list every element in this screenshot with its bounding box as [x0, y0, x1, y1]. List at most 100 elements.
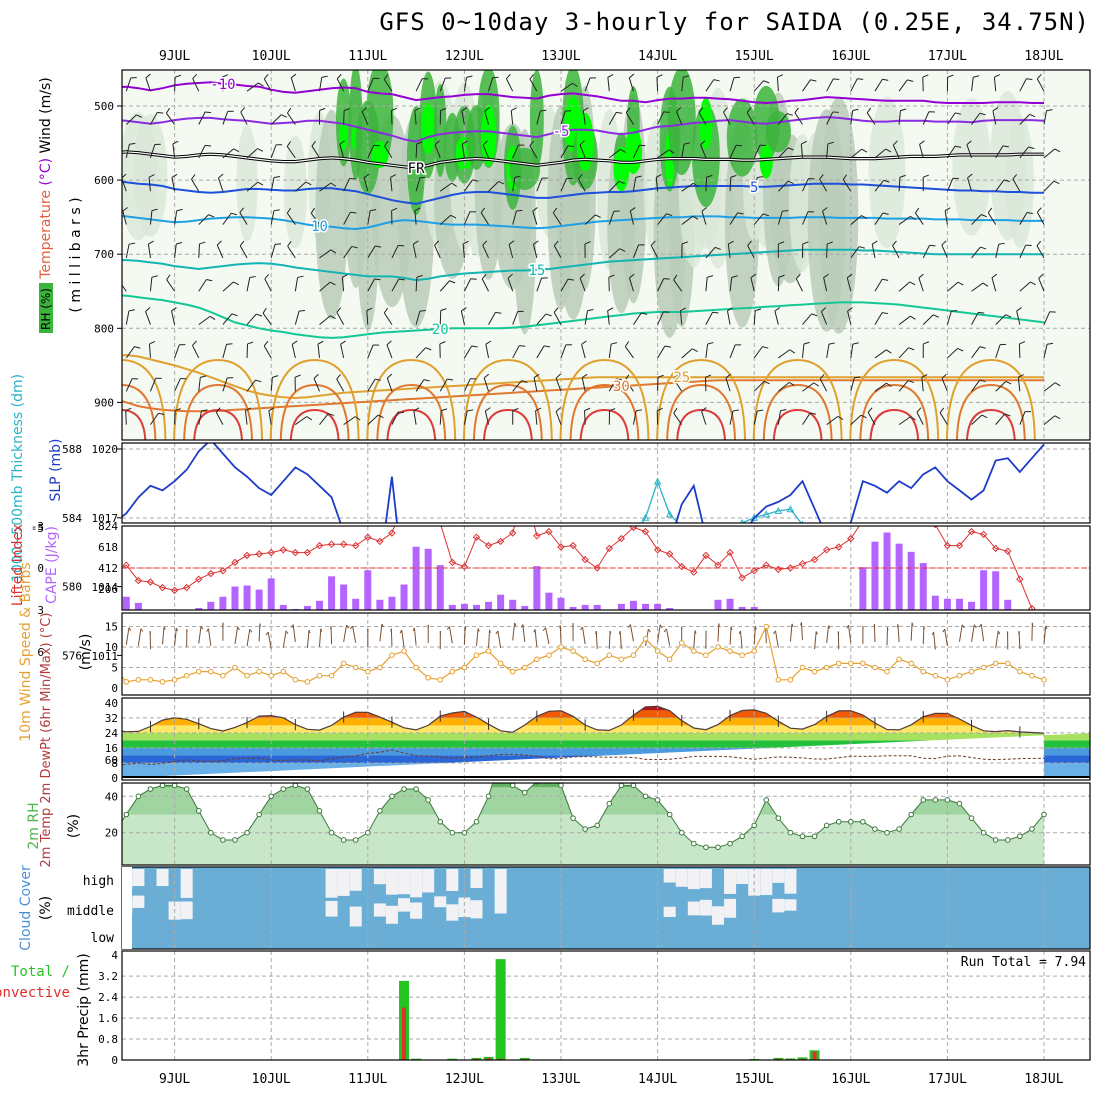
wind-barb: [198, 377, 201, 392]
cape-bar: [364, 570, 372, 610]
cape-bar: [593, 604, 601, 610]
wind-barb: [85, 346, 91, 347]
lifted-marker: [991, 544, 1000, 553]
wind-speed-marker: [582, 656, 588, 663]
lifted-marker: [738, 574, 746, 582]
wind-barb: [367, 210, 371, 225]
cape-bar: [497, 594, 505, 610]
wind-barb: [290, 77, 296, 92]
thickness-marker: [329, 611, 335, 617]
wind-speed-marker: [932, 672, 939, 679]
wind-barb: [174, 74, 181, 78]
surface-wind-barb: [897, 624, 900, 643]
wind-barb: [861, 148, 868, 153]
tick-label: 0: [111, 1054, 118, 1067]
wind-barb: [701, 210, 707, 225]
wind-barb: [907, 79, 914, 82]
temp-color-fill: [122, 706, 1090, 778]
wind-barb: [414, 207, 421, 212]
wind-barb: [941, 240, 947, 246]
wind-barb: [286, 212, 296, 225]
wind-barb: [780, 408, 787, 412]
rh2m-area: [122, 783, 1044, 865]
wind-barb: [1054, 415, 1061, 420]
rh2m-marker: [992, 837, 999, 843]
wind-barb: [319, 107, 326, 111]
cloud-middle: [180, 901, 193, 920]
wind-barb: [1054, 382, 1061, 387]
wind-barb: [439, 77, 446, 92]
wind-barb: [510, 110, 514, 125]
wind-barb: [1028, 146, 1035, 150]
rh2m-marker: [437, 818, 444, 825]
lifted-marker: [835, 543, 843, 551]
wind-barb: [336, 307, 342, 313]
cloud-high: [470, 869, 483, 889]
wind-barb: [701, 411, 707, 425]
wind-barb: [1004, 413, 1011, 417]
rh2m-marker: [630, 783, 637, 789]
lifted-marker: [327, 540, 336, 548]
wind-barb: [802, 79, 811, 92]
cape-bar: [726, 598, 734, 610]
wind-barb: [705, 374, 712, 378]
wind-barb: [145, 77, 151, 92]
date-label-bottom: 14JUL: [638, 1072, 677, 1087]
lifted-marker: [219, 567, 227, 575]
cape-bar: [931, 595, 939, 610]
wind-barb: [712, 311, 719, 314]
slp-frame: [121, 442, 1091, 524]
wind-barb: [125, 346, 135, 359]
wind-barb: [329, 281, 336, 286]
thickness-ylabel: 1000~500mb Thickness (dm): [10, 374, 26, 582]
wind-barb: [692, 348, 698, 353]
wind-barb: [217, 177, 224, 192]
cloud-middle: [446, 904, 459, 921]
cape-bar: [448, 604, 456, 610]
cape-bar: [750, 606, 758, 610]
wind-barb: [1019, 244, 1027, 259]
tick-label: 8: [111, 757, 118, 770]
wind-barb: [842, 174, 848, 180]
wind-barb: [485, 407, 491, 412]
wind-barb: [270, 114, 282, 125]
surface-wind-barb: [381, 623, 384, 628]
surface-wind-barb: [896, 624, 899, 628]
wind-barb: [993, 77, 997, 92]
wind-barb: [317, 343, 320, 358]
wind-barb: [1019, 411, 1026, 425]
wind-barb: [414, 107, 421, 112]
wind-barb: [778, 349, 790, 359]
wind-barb: [729, 212, 739, 225]
wind-speed-marker: [546, 652, 552, 659]
lifted-marker: [750, 567, 758, 575]
wind-barb: [148, 343, 151, 358]
surface-wind-barb: [446, 626, 450, 630]
wind-barb: [955, 112, 962, 115]
wind-barb: [753, 310, 756, 325]
wind-barb: [488, 77, 494, 92]
wind-barb: [866, 112, 876, 125]
wind-barb: [706, 174, 713, 178]
lifted-marker: [702, 551, 710, 560]
rh2m-marker: [521, 789, 528, 796]
wind-barb: [125, 77, 132, 92]
wind-barb: [339, 144, 345, 159]
wind-barb: [374, 378, 382, 381]
wind-speed-marker: [944, 677, 951, 683]
cape-bar: [376, 599, 384, 610]
wind-barb: [827, 141, 834, 145]
wind-barb: [874, 179, 885, 192]
surface-wind-barb: [980, 624, 985, 642]
wind-barb: [191, 179, 200, 192]
surface-wind-barb: [846, 624, 849, 629]
wind-speed-marker: [775, 677, 782, 683]
wind-barb: [892, 245, 900, 259]
wind-barb: [122, 210, 127, 225]
wind-barb: [1038, 278, 1045, 292]
wind-barb: [511, 107, 517, 112]
surface-wind-barb: [730, 626, 733, 630]
wind-barb: [692, 182, 699, 188]
wind-barb: [847, 310, 852, 325]
thickness-marker: [196, 565, 202, 571]
